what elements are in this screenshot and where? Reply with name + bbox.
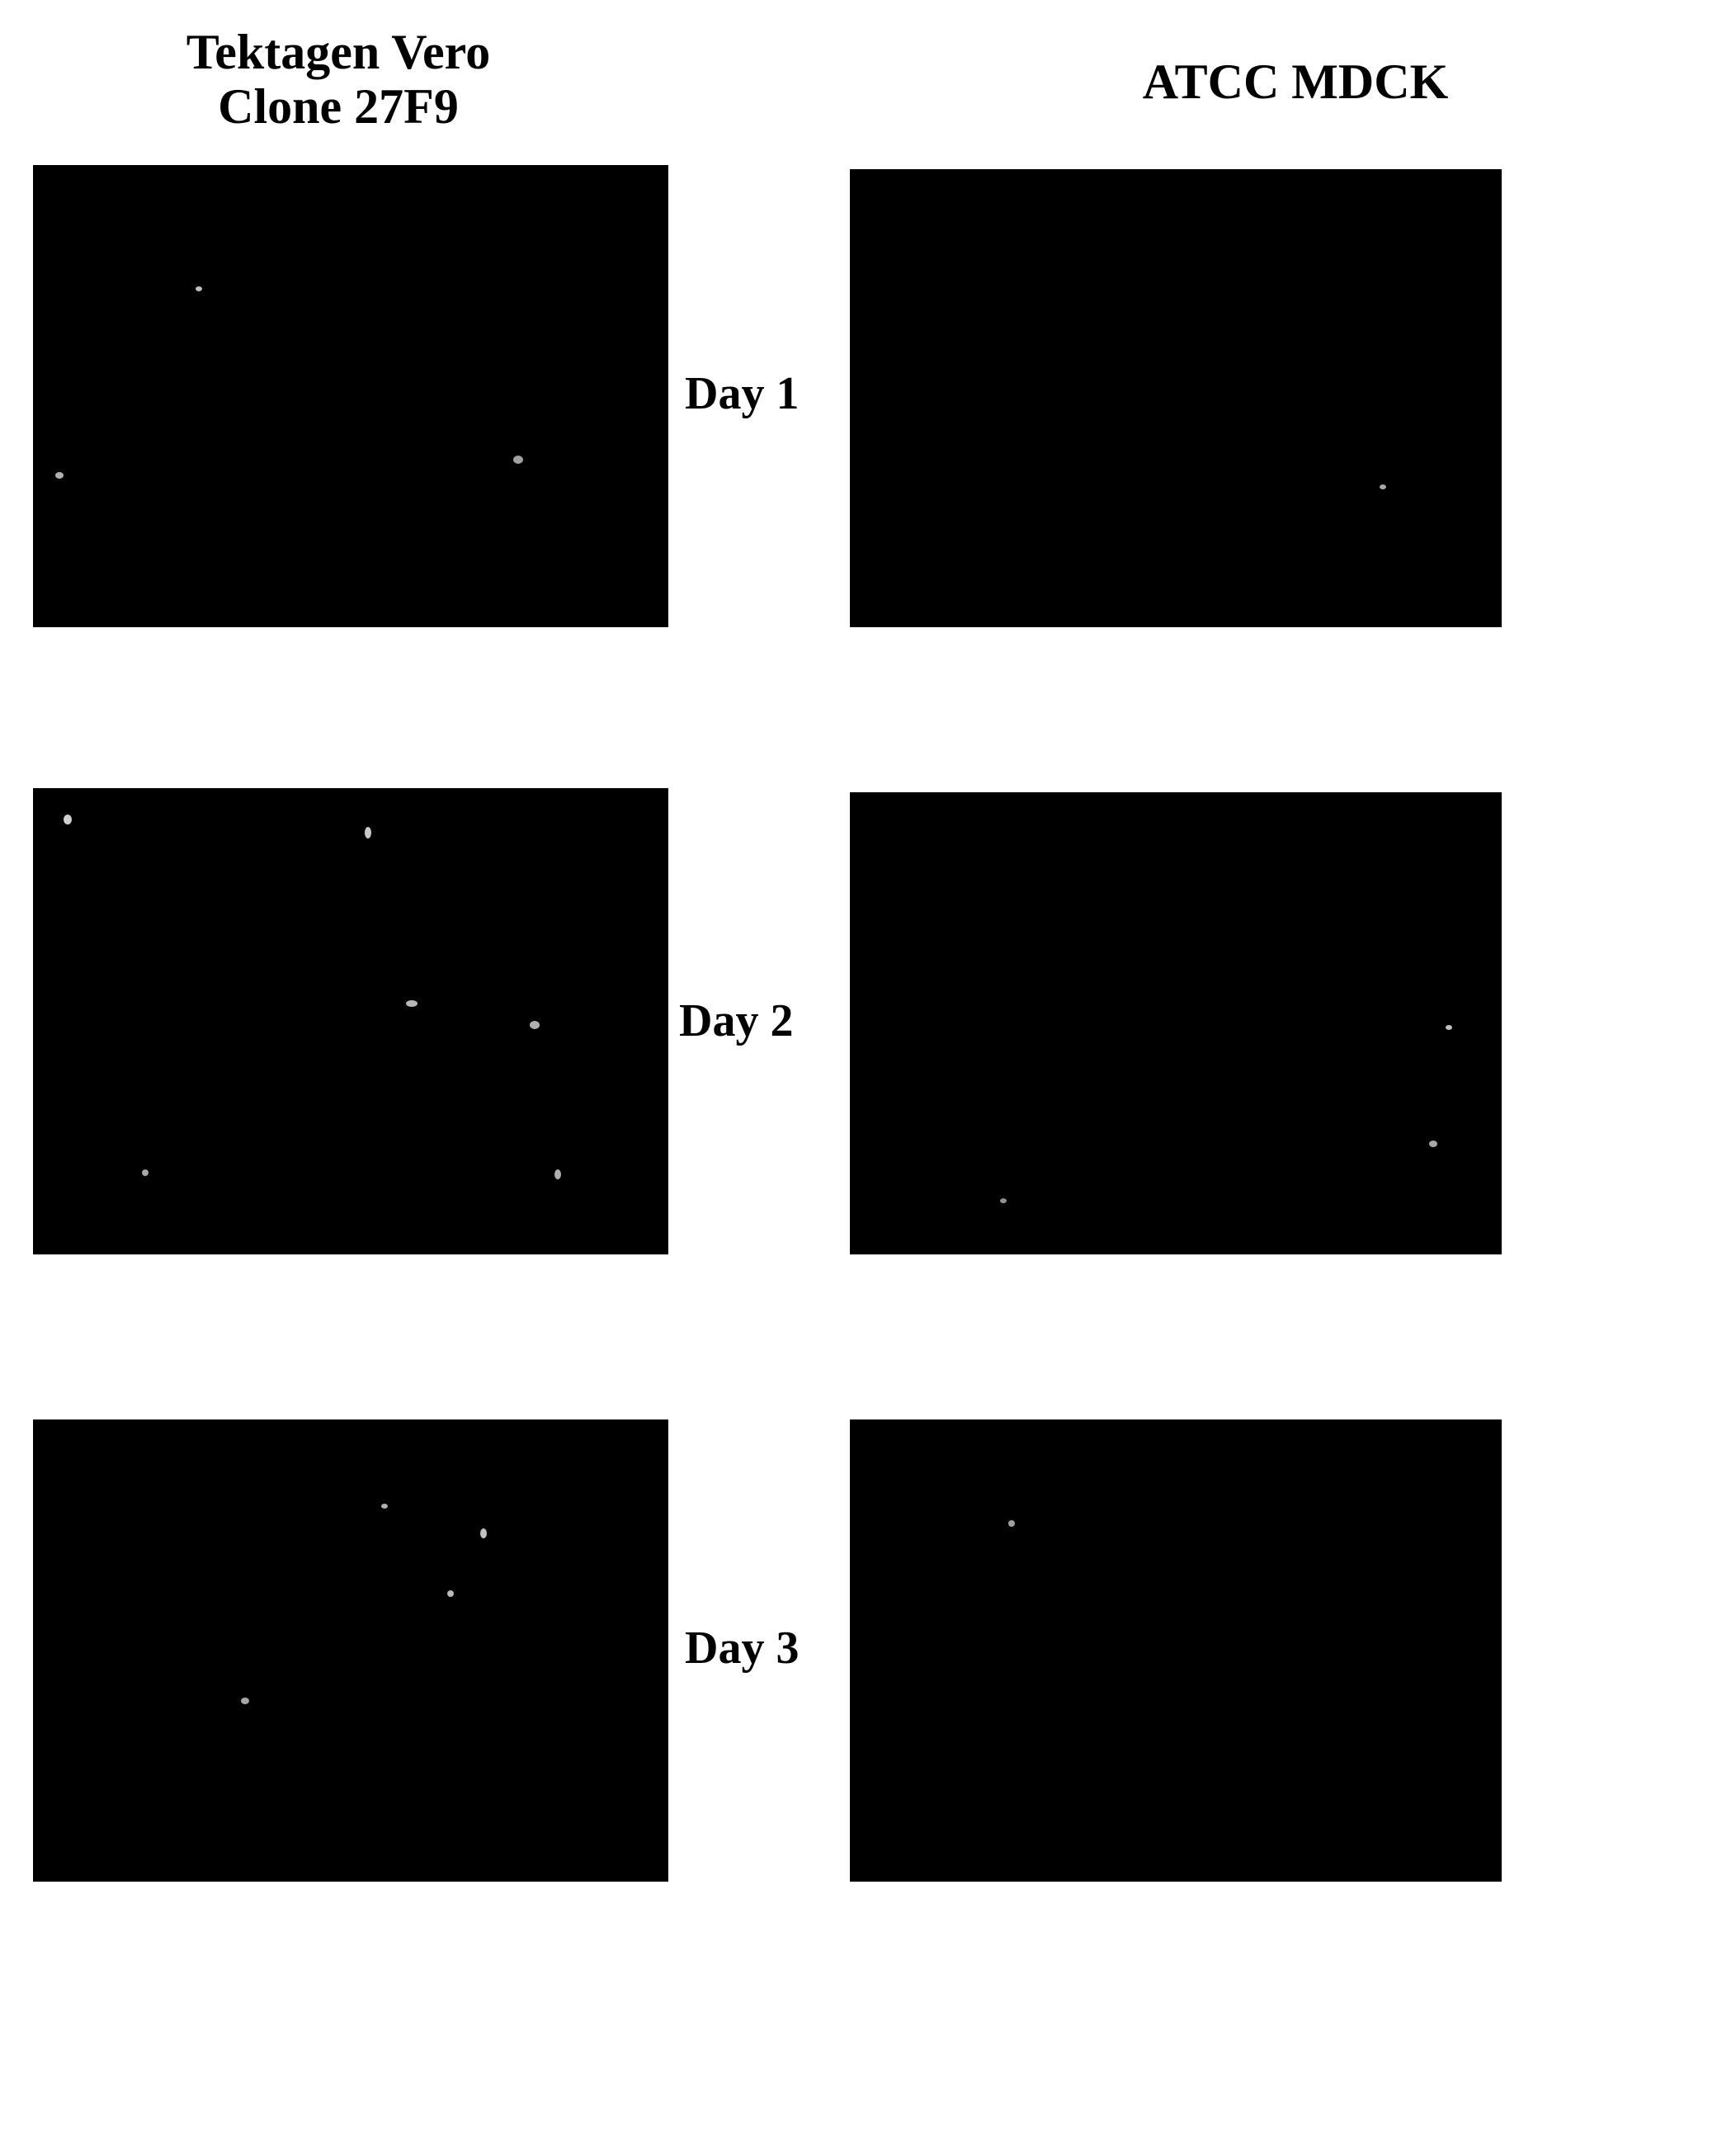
row-label-day3: Day 3 (685, 1622, 842, 1674)
column-header-left: Tektagen VeroClone 27F9 (91, 25, 586, 134)
image-speck (513, 456, 523, 464)
panel-day3-vero (33, 1419, 668, 1882)
panel-day3-mdck (850, 1419, 1502, 1882)
image-speck (1000, 1198, 1007, 1203)
day3-text: Day 3 (685, 1623, 799, 1674)
panel-day1-vero (33, 165, 668, 627)
image-speck (381, 1504, 388, 1509)
panel-day2-mdck (850, 792, 1502, 1254)
image-speck (480, 1528, 487, 1538)
panel-day2-vero (33, 788, 668, 1254)
image-speck (447, 1590, 454, 1597)
image-speck (1008, 1520, 1015, 1527)
image-speck (1380, 484, 1386, 489)
image-speck (530, 1021, 540, 1029)
image-speck (241, 1698, 249, 1704)
image-speck (1446, 1025, 1452, 1030)
row-label-day1: Day 1 (685, 367, 842, 420)
header-right-text: ATCC MDCK (1143, 54, 1449, 109)
image-speck (365, 827, 371, 838)
day2-text: Day 2 (679, 995, 793, 1046)
column-header-right: ATCC MDCK (1048, 54, 1543, 111)
image-speck (406, 1000, 417, 1007)
row-label-day2: Day 2 (679, 994, 836, 1047)
image-speck (64, 815, 72, 824)
image-speck (142, 1169, 149, 1176)
header-left-line1: Tektagen VeroClone 27F9 (186, 25, 490, 134)
panel-day1-mdck (850, 169, 1502, 627)
day1-text: Day 1 (685, 368, 799, 419)
image-speck (1429, 1141, 1437, 1147)
image-speck (196, 286, 202, 291)
figure-grid: Tektagen VeroClone 27F9 ATCC MDCK Day 1 … (0, 0, 1736, 2135)
image-speck (55, 472, 64, 479)
image-speck (554, 1169, 561, 1179)
